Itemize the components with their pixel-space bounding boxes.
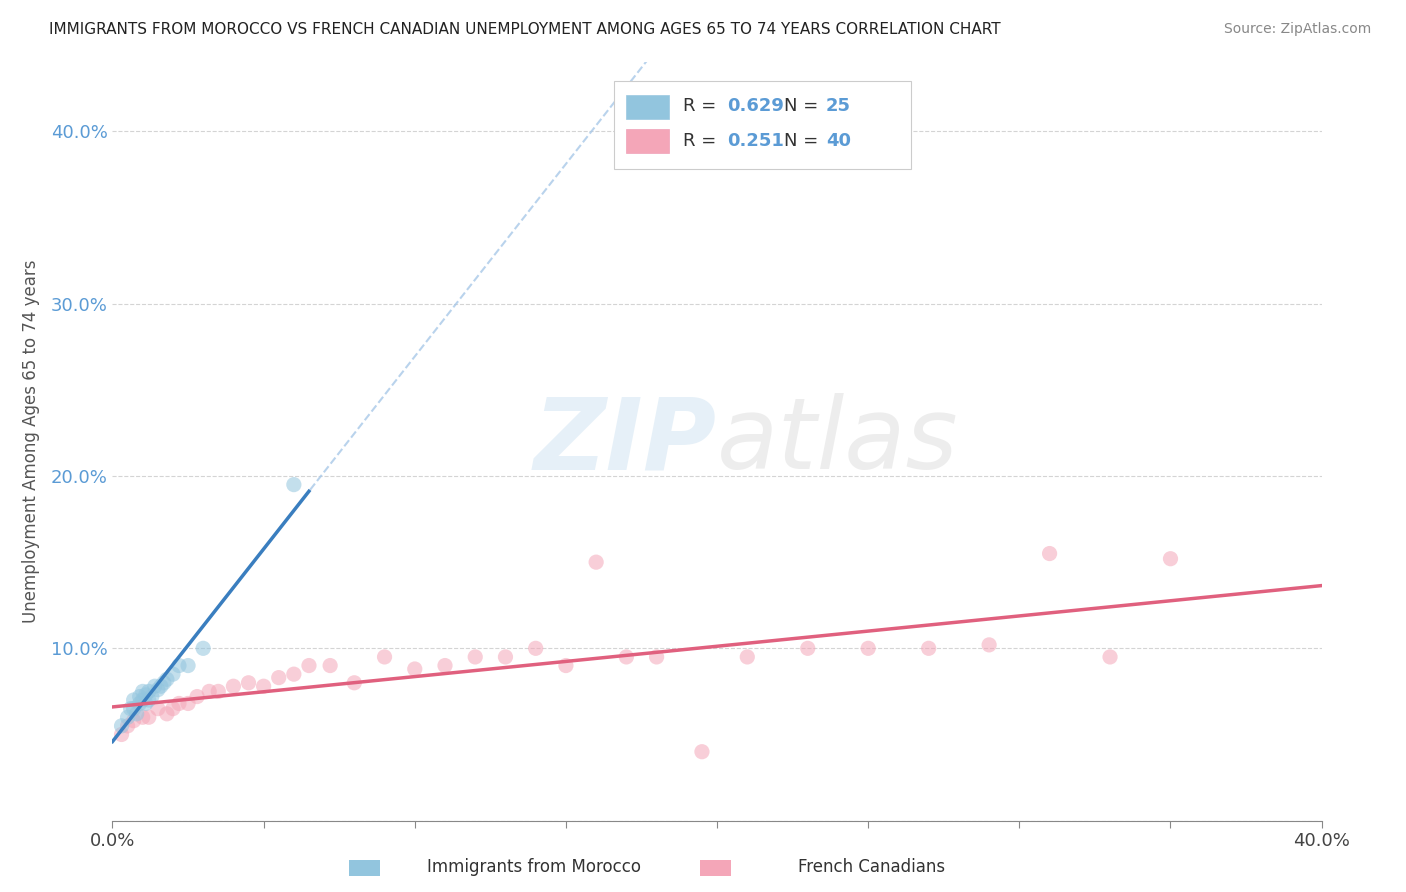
Point xyxy=(191,641,214,656)
Point xyxy=(153,675,176,690)
Text: 0.629: 0.629 xyxy=(727,97,783,115)
Point xyxy=(1038,547,1062,561)
Point xyxy=(156,706,179,721)
Point xyxy=(319,658,342,673)
Text: French Canadians: French Canadians xyxy=(799,858,945,876)
Point xyxy=(156,673,179,687)
FancyBboxPatch shape xyxy=(626,95,669,120)
Point xyxy=(128,690,150,704)
Point xyxy=(138,693,160,707)
Text: ZIP: ZIP xyxy=(534,393,717,490)
Point xyxy=(117,719,139,733)
Point xyxy=(645,649,668,664)
Point xyxy=(283,667,305,681)
Point xyxy=(122,714,145,728)
Point xyxy=(198,684,221,698)
Text: atlas: atlas xyxy=(717,393,959,490)
Point xyxy=(222,679,245,693)
Point xyxy=(167,658,190,673)
Point xyxy=(138,684,160,698)
Point xyxy=(135,688,157,702)
Point xyxy=(404,662,426,676)
Point xyxy=(110,727,132,741)
Point xyxy=(186,690,208,704)
Point xyxy=(796,641,818,656)
Text: N =: N = xyxy=(783,97,824,115)
FancyBboxPatch shape xyxy=(614,81,911,169)
Point xyxy=(495,649,517,664)
Point xyxy=(267,671,290,685)
Point xyxy=(110,719,132,733)
Point xyxy=(162,701,184,715)
Point xyxy=(524,641,547,656)
Text: 40: 40 xyxy=(825,131,851,150)
Point xyxy=(162,667,184,681)
Y-axis label: Unemployment Among Ages 65 to 74 years: Unemployment Among Ages 65 to 74 years xyxy=(21,260,39,624)
Point xyxy=(177,658,200,673)
Point xyxy=(616,649,638,664)
Point xyxy=(464,649,486,664)
Point xyxy=(167,697,190,711)
Text: R =: R = xyxy=(683,97,723,115)
Point xyxy=(141,690,163,704)
Point xyxy=(117,710,139,724)
Point xyxy=(177,697,200,711)
Text: 25: 25 xyxy=(825,97,851,115)
Point xyxy=(132,684,155,698)
Point xyxy=(283,477,305,491)
Point xyxy=(253,679,276,693)
Point xyxy=(918,641,941,656)
FancyBboxPatch shape xyxy=(626,129,669,153)
Point xyxy=(146,701,169,715)
Point xyxy=(120,701,142,715)
Point xyxy=(132,693,155,707)
Point xyxy=(207,684,229,698)
Text: R =: R = xyxy=(683,131,723,150)
Point xyxy=(343,675,366,690)
Point xyxy=(737,649,759,664)
Point xyxy=(125,706,148,721)
Text: 0.251: 0.251 xyxy=(727,131,783,150)
Point xyxy=(238,675,260,690)
Point xyxy=(1098,649,1121,664)
Point xyxy=(374,649,396,664)
Point xyxy=(132,710,155,724)
Point xyxy=(1159,551,1181,566)
Point xyxy=(298,658,321,673)
Text: N =: N = xyxy=(783,131,824,150)
Text: IMMIGRANTS FROM MOROCCO VS FRENCH CANADIAN UNEMPLOYMENT AMONG AGES 65 TO 74 YEAR: IMMIGRANTS FROM MOROCCO VS FRENCH CANADI… xyxy=(49,22,1001,37)
Point xyxy=(122,693,145,707)
Point xyxy=(135,697,157,711)
Text: Source: ZipAtlas.com: Source: ZipAtlas.com xyxy=(1223,22,1371,37)
Point xyxy=(128,697,150,711)
Point xyxy=(122,701,145,715)
Point xyxy=(977,638,1000,652)
Point xyxy=(585,555,607,569)
Point xyxy=(856,641,880,656)
Point xyxy=(138,710,160,724)
Point xyxy=(554,658,576,673)
Text: Immigrants from Morocco: Immigrants from Morocco xyxy=(427,858,641,876)
Point xyxy=(149,679,172,693)
Point xyxy=(690,745,713,759)
Point xyxy=(143,679,166,693)
Point xyxy=(146,682,169,697)
Point xyxy=(433,658,456,673)
